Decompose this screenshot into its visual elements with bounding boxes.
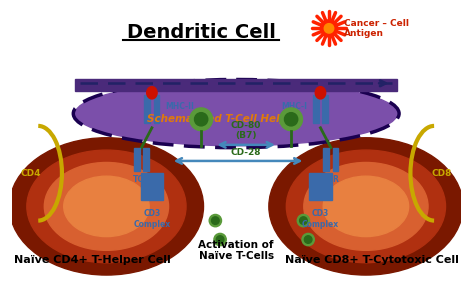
Ellipse shape	[9, 138, 203, 275]
Text: CD8: CD8	[431, 169, 452, 178]
Text: Naïve CD8+ T-Cytotoxic Cell: Naïve CD8+ T-Cytotoxic Cell	[285, 255, 458, 265]
Text: Naïve CD4+ T-Helper Cell: Naïve CD4+ T-Helper Cell	[14, 255, 171, 265]
Bar	[144, 95, 150, 123]
Text: TCR: TCR	[133, 175, 150, 184]
Bar	[134, 148, 139, 171]
Ellipse shape	[269, 138, 463, 275]
Ellipse shape	[190, 108, 212, 131]
Ellipse shape	[216, 236, 224, 243]
Text: TCR: TCR	[322, 175, 339, 184]
Text: Dendritic Cell: Dendritic Cell	[127, 23, 275, 42]
Ellipse shape	[284, 113, 298, 126]
Ellipse shape	[214, 233, 226, 246]
Ellipse shape	[297, 214, 310, 227]
Ellipse shape	[315, 87, 326, 99]
Text: CD3
Complex: CD3 Complex	[133, 209, 171, 229]
Text: Activation of
Naïve T-Cells: Activation of Naïve T-Cells	[199, 240, 274, 261]
Bar	[323, 148, 329, 171]
Ellipse shape	[302, 233, 314, 246]
Bar	[143, 148, 149, 171]
Ellipse shape	[194, 113, 208, 126]
Ellipse shape	[146, 87, 157, 99]
Ellipse shape	[320, 20, 337, 37]
Ellipse shape	[280, 108, 302, 131]
Ellipse shape	[323, 176, 409, 237]
Bar	[313, 95, 319, 123]
Text: Cancer – Cell
Antigen: Cancer – Cell Antigen	[344, 19, 409, 38]
Text: CD-80
(B7): CD-80 (B7)	[230, 121, 261, 140]
Bar	[322, 95, 328, 123]
Ellipse shape	[44, 162, 169, 250]
Text: CD-28: CD-28	[230, 148, 261, 157]
Ellipse shape	[209, 214, 221, 227]
Ellipse shape	[211, 217, 219, 224]
Text: MHC-II: MHC-II	[165, 101, 194, 110]
Bar	[333, 148, 338, 171]
Ellipse shape	[64, 176, 149, 237]
Text: MHC-I: MHC-I	[281, 101, 307, 110]
Ellipse shape	[304, 162, 428, 250]
Ellipse shape	[304, 236, 312, 243]
Ellipse shape	[324, 24, 334, 33]
Ellipse shape	[75, 82, 397, 146]
Bar	[75, 80, 397, 91]
Bar	[154, 95, 159, 123]
Text: Schematized T-Cell Help: Schematized T-Cell Help	[147, 114, 287, 124]
Text: CD3
Complex: CD3 Complex	[302, 209, 339, 229]
Bar	[140, 173, 163, 200]
Ellipse shape	[286, 150, 446, 263]
Ellipse shape	[27, 150, 186, 263]
Bar	[309, 173, 332, 200]
Text: CD4: CD4	[20, 169, 41, 178]
Ellipse shape	[300, 217, 307, 224]
